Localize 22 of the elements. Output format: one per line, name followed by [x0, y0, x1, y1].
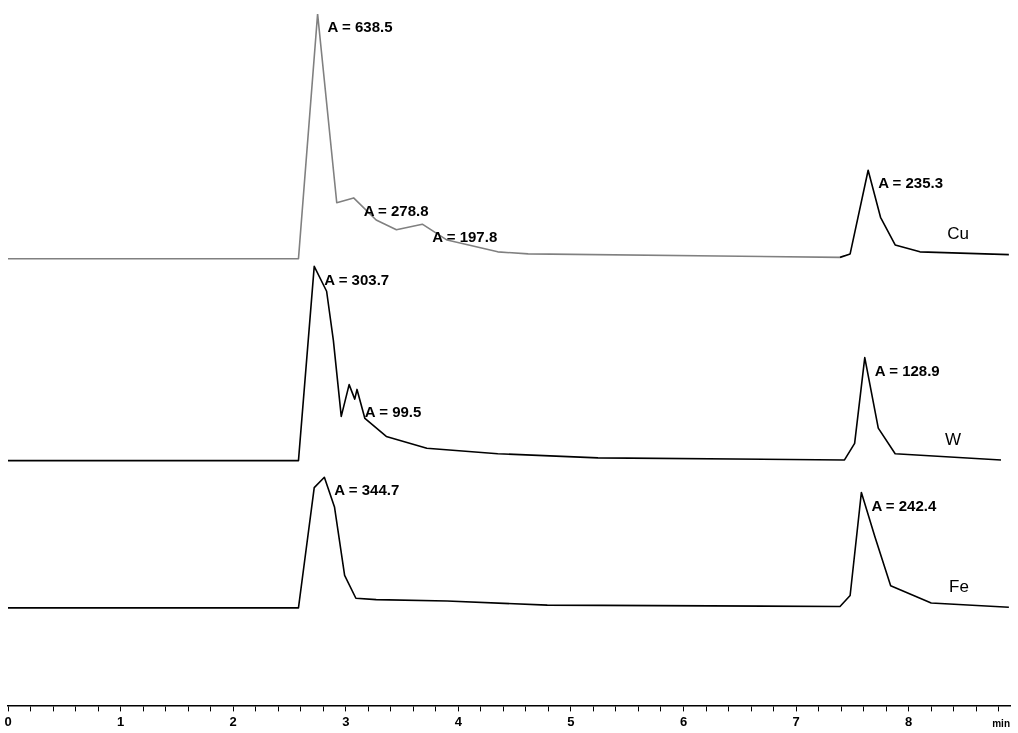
series-label: W — [944, 429, 961, 449]
x-axis-title: min — [992, 717, 1010, 729]
series-label: Cu — [947, 224, 969, 244]
x-tick-label: 1 — [116, 713, 125, 729]
series-label: Fe — [949, 576, 969, 596]
annotation: A = 197.8 — [432, 228, 498, 246]
x-tick-label: 2 — [229, 713, 237, 729]
x-tick-label: 3 — [342, 713, 350, 729]
annotation: A = 235.3 — [878, 174, 944, 192]
x-tick-label: 7 — [792, 713, 800, 729]
x-tick-label: 4 — [454, 713, 463, 729]
annotation: A = 128.9 — [874, 361, 940, 379]
x-tick-label: 8 — [905, 713, 913, 729]
annotation: A = 242.4 — [871, 496, 937, 514]
annotation: A = 344.7 — [334, 481, 400, 499]
annotation: A = 278.8 — [363, 202, 429, 220]
x-tick-label: 6 — [679, 713, 688, 729]
annotation: A = 638.5 — [327, 18, 393, 36]
annotation: A = 99.5 — [364, 403, 422, 421]
annotation: A = 303.7 — [324, 270, 390, 288]
x-tick-label: 5 — [567, 713, 575, 729]
x-tick-label: 0 — [4, 713, 12, 729]
